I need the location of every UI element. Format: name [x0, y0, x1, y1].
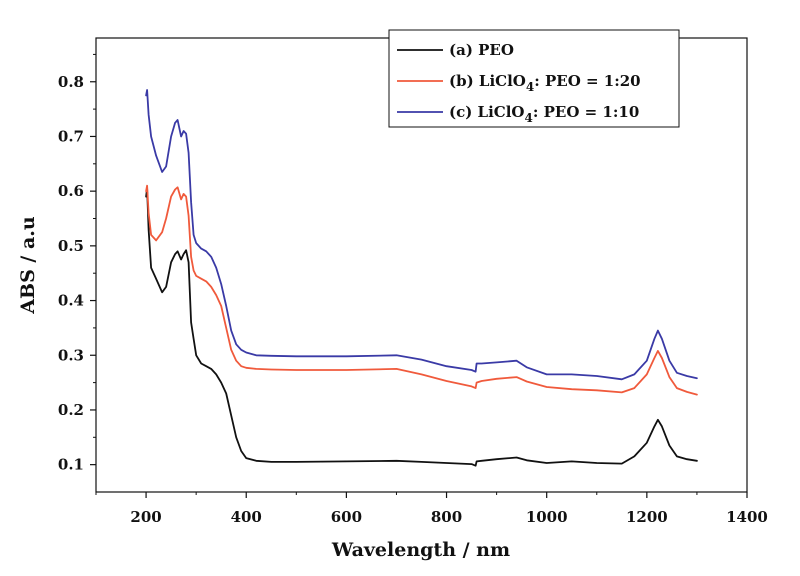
x-tick-label: 1000 [526, 508, 568, 526]
x-tick-label: 600 [331, 508, 362, 526]
series-line-c [145, 89, 698, 381]
x-tick-label: 400 [231, 508, 262, 526]
y-tick-label: 0.8 [58, 73, 84, 91]
series-line-a [145, 187, 698, 467]
y-tick-label: 0.6 [58, 182, 84, 200]
x-tick-label: 800 [431, 508, 462, 526]
y-axis-title: ABS / a.u [17, 216, 39, 315]
y-tick-label: 0.5 [58, 237, 84, 255]
legend-label-text: (b) LiClO [449, 72, 526, 90]
legend-label-suffix: : PEO = 1:20 [534, 72, 640, 90]
legend-label-text: (c) LiClO [449, 103, 525, 121]
legend-label-b: (b) LiClO4: PEO = 1:20 [449, 72, 641, 94]
y-axis-ticks [90, 53, 96, 466]
y-tick-label: 0.7 [58, 127, 84, 145]
y-tick-label: 0.4 [58, 292, 84, 310]
legend-label-subscript: 4 [526, 80, 534, 94]
legend-box [388, 29, 680, 128]
legend: (a) PEO(b) LiClO4: PEO = 1:20(c) LiClO4:… [388, 29, 680, 128]
x-axis-ticks [95, 492, 748, 498]
series-line-b [145, 184, 698, 396]
y-axis-tick-labels: 0.1 0.2 0.3 0.4 0.5 0.6 0.7 0.8 [58, 73, 84, 474]
legend-label-subscript: 4 [525, 111, 533, 125]
x-tick-label: 1200 [626, 508, 668, 526]
legend-label-a: (a) PEO [449, 41, 514, 59]
y-tick-label: 0.2 [58, 401, 84, 419]
y-tick-label: 0.3 [58, 346, 84, 364]
legend-label-c: (c) LiClO4: PEO = 1:10 [449, 103, 639, 125]
y-tick-label: 0.1 [58, 456, 84, 474]
legend-label-text: (a) PEO [449, 41, 514, 59]
legend-label-suffix: : PEO = 1:10 [533, 103, 639, 121]
series-lines [145, 89, 698, 467]
x-tick-label: 1400 [726, 508, 768, 526]
x-axis-title: Wavelength / nm [331, 539, 510, 561]
x-axis-tick-labels: 200 400 600 800 1000 1200 1400 [130, 508, 767, 526]
x-tick-label: 200 [130, 508, 161, 526]
